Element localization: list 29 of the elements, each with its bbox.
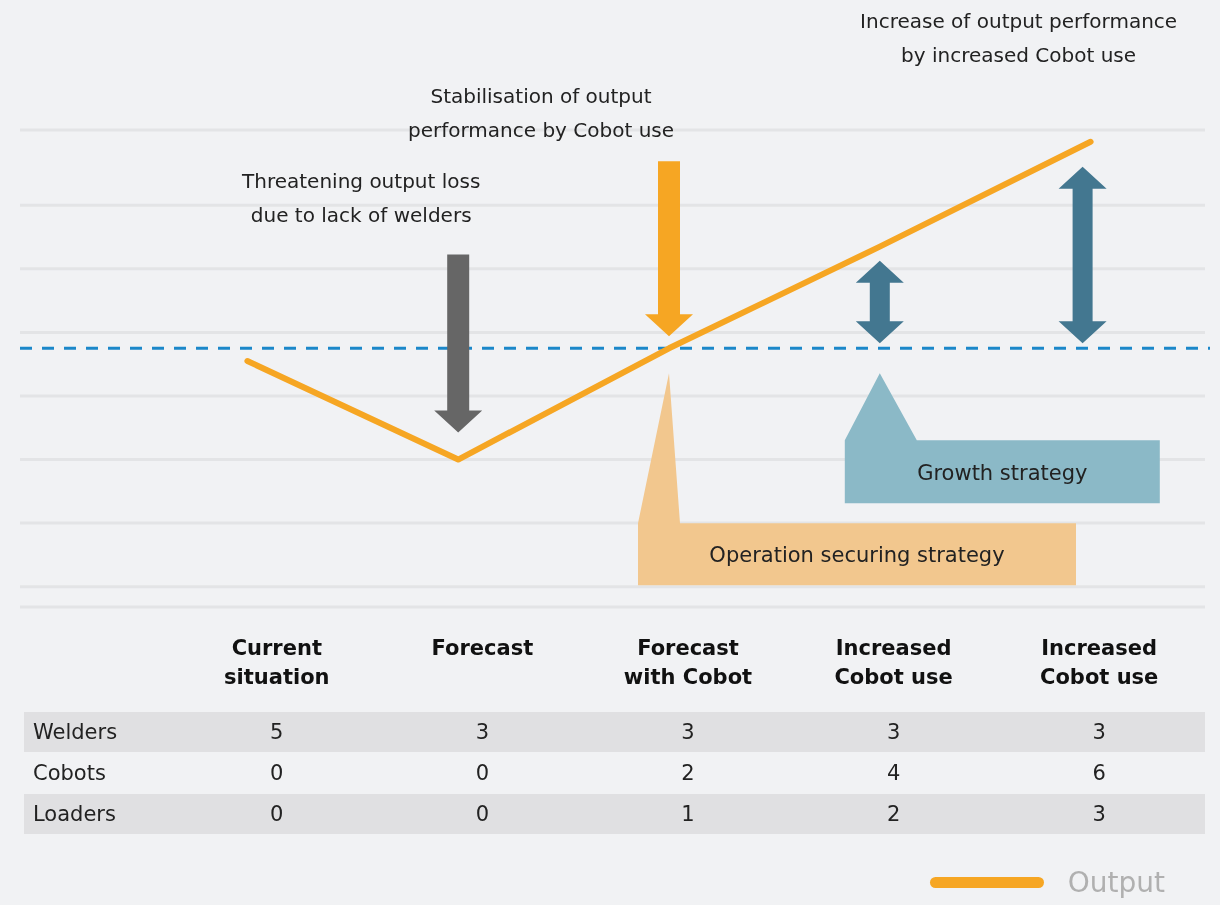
annotation: Threatening output loss due to lack of welders [241,168,481,227]
text: Stabilisation of output performance by Cobot use [407,83,675,142]
text: Growth strategy [917,460,1088,485]
data-label: 0 [269,760,285,787]
data-label: 4 [885,760,902,787]
data-label: 3 [1091,719,1107,746]
data-label: 3 [474,719,491,746]
x-tick-label: Increased Cobot use [833,635,954,691]
x-tick-label: Forecast [430,635,535,662]
x-tick-label: Increased Cobot use [1039,635,1160,691]
legend-label: Output [1067,866,1165,899]
text: Operation securing strategy [709,543,1005,568]
data-label: 2 [885,801,902,828]
x-tick-label: Current situation [223,635,331,691]
data-label: 3 [885,719,902,746]
data-label: 6 [1091,760,1107,787]
data-label: 0 [474,760,491,787]
data-label: 5 [269,719,285,746]
data-label: 1 [680,801,696,828]
y-tick-label: Loaders [33,802,116,826]
data-label: 3 [1091,801,1107,828]
data-label: 2 [680,760,696,787]
data-label: 0 [474,801,491,828]
x-tick-label: Forecast with Cobot [622,635,754,691]
data-label: 0 [269,801,285,828]
y-tick-label: Welders [33,720,118,744]
data-label: 3 [680,719,696,746]
text: Increase of output performance by increased Cobot use [860,8,1178,67]
y-tick-label: Cobots [33,761,106,785]
